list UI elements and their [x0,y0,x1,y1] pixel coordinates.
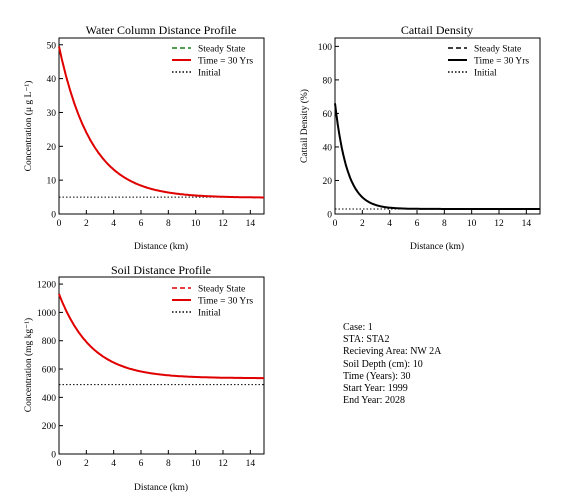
soil-x-tick-label: 12 [218,459,228,469]
time-years: Time (Years): 30 [343,370,411,382]
soil-y-tick-label: 1000 [37,309,56,319]
water-legend-label: Steady State [198,45,245,55]
cattail-x-tick-label: 0 [333,219,338,229]
water-x-tick-label: 2 [84,219,89,229]
soil-series-steady-state [58,293,264,379]
cattail-legend-label: Time = 30 Yrs [474,57,529,67]
cattail-y-tick-label: 80 [323,76,333,86]
cattail-density-title: Cattail Density [401,23,473,37]
receiving-area: Recieving Area: NW 2A [343,346,442,358]
soil-legend-label: Steady State [198,285,245,295]
cattail-series-steady-state [334,103,540,210]
water-y-tick-label: 10 [47,177,57,187]
water-series-steady-state [58,46,264,199]
water-x-tick-label: 6 [139,219,144,229]
water-x-tick-label: 14 [246,219,256,229]
water-y-tick-label: 30 [47,109,57,119]
cattail-y-tick-label: 60 [323,110,333,120]
water-legend-label: Time = 30 Yrs [198,57,253,67]
cattail-legend-label: Initial [474,69,497,79]
water-series-time-30-yrs [58,46,264,199]
soil-profile-panel: Soil Distance Profile Distance (km) Conc… [23,263,265,493]
cattail-density-panel: Cattail Density Distance (km) Cattail De… [299,23,541,252]
cattail-x-tick-label: 12 [494,219,504,229]
water-y-tick-label: 40 [47,75,57,85]
cattail-x-tick-label: 2 [360,219,365,229]
water-x-tick-label: 10 [191,219,201,229]
water-legend-label: Initial [198,69,221,79]
soil-x-tick-label: 10 [191,459,201,469]
soil-profile-x-axis-label: Distance (km) [134,482,188,493]
cattail-y-tick-label: 20 [323,177,333,187]
water-column-plot-frame [58,37,265,215]
cattail-series-time-30-yrs [334,103,540,210]
water-x-tick-label: 4 [111,219,116,229]
case-info-block: Case: 1 STA: STA2 Recieving Area: NW 2A … [343,322,441,407]
water-x-tick-label: 8 [166,219,171,229]
water-x-tick-label: 0 [57,219,62,229]
water-y-tick-label: 20 [47,143,57,153]
cattail-x-tick-label: 4 [387,219,392,229]
cattail-x-tick-label: 6 [415,219,420,229]
cattail-x-tick-label: 14 [522,219,532,229]
water-y-tick-label: 0 [51,211,56,221]
sta-name: STA: STA2 [343,334,390,346]
soil-y-tick-label: 400 [42,394,57,404]
soil-depth: Soil Depth (cm): 10 [343,358,423,370]
soil-legend-label: Time = 30 Yrs [198,297,253,307]
cattail-y-tick-label: 0 [327,211,332,221]
soil-y-tick-label: 800 [42,337,57,347]
soil-profile-y-axis-label: Concentration (mg kg⁻¹) [23,318,34,412]
start-year: Start Year: 1999 [343,383,408,395]
soil-y-tick-label: 200 [42,422,57,432]
cattail-y-tick-label: 40 [323,143,333,153]
soil-x-tick-label: 2 [84,459,89,469]
water-y-tick-label: 50 [47,41,57,51]
soil-series-time-30-yrs [58,293,264,380]
soil-profile-plot-frame [58,276,265,455]
cattail-y-tick-label: 100 [318,43,333,53]
soil-x-tick-label: 0 [57,459,62,469]
case-number: Case: 1 [343,322,373,333]
soil-y-tick-label: 0 [51,451,56,461]
water-column-x-axis-label: Distance (km) [134,241,188,252]
soil-legend-label: Initial [198,309,221,319]
soil-y-tick-label: 600 [42,366,57,376]
water-column-panel: Water Column Distance Profile Distance (… [23,23,265,252]
water-column-title: Water Column Distance Profile [86,23,237,37]
soil-y-tick-label: 1200 [37,281,56,291]
cattail-legend-label: Steady State [474,45,521,55]
soil-x-tick-label: 8 [166,459,171,469]
soil-x-tick-label: 6 [139,459,144,469]
water-x-tick-label: 12 [218,219,228,229]
water-column-y-axis-label: Concentration (μ g L⁻¹) [23,81,34,172]
end-year: End Year: 2028 [343,395,405,407]
cattail-x-tick-label: 10 [467,219,477,229]
soil-x-tick-label: 4 [111,459,116,469]
soil-x-tick-label: 14 [246,459,256,469]
cattail-density-plot-frame [334,37,541,215]
soil-profile-title: Soil Distance Profile [111,263,211,277]
cattail-x-tick-label: 8 [442,219,447,229]
cattail-density-x-axis-label: Distance (km) [410,241,464,252]
cattail-density-y-axis-label: Cattail Density (%) [299,89,310,163]
